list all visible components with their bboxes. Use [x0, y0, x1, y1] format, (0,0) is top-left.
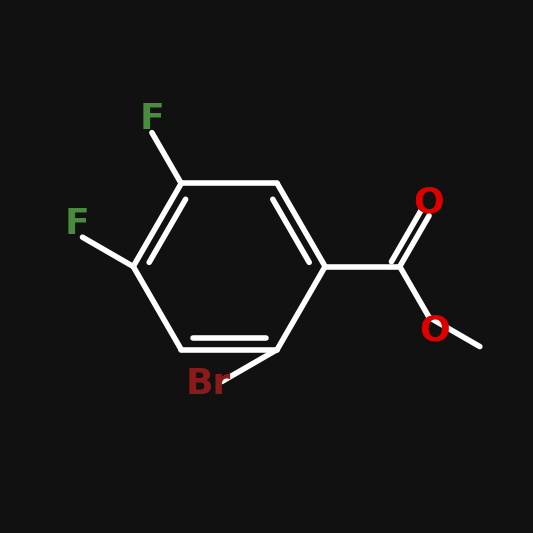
Text: O: O [419, 313, 450, 348]
Text: O: O [414, 185, 445, 220]
Text: F: F [65, 207, 90, 241]
Text: F: F [140, 102, 164, 136]
Text: Br: Br [186, 367, 231, 401]
